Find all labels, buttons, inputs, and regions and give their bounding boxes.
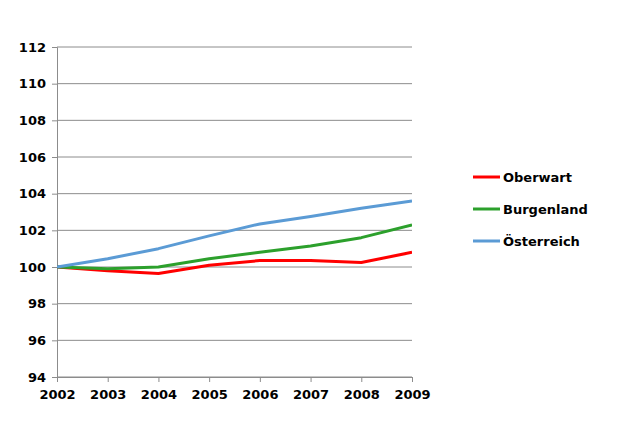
- y-axis: 94 96 98 100 102 104 106 108 110 112: [19, 40, 58, 385]
- y-tick-label: 102: [19, 223, 46, 238]
- y-tick-mark: [52, 340, 57, 341]
- grid-line: [57, 157, 412, 158]
- y-tick-mark: [52, 157, 57, 158]
- x-tick-mark: [108, 377, 109, 382]
- grid-line: [57, 47, 412, 48]
- grid-line: [57, 303, 412, 304]
- x-tick-label: 2002: [39, 387, 75, 402]
- y-tick-mark: [52, 84, 57, 85]
- y-tick-mark: [52, 47, 57, 48]
- lines: [57, 201, 412, 273]
- y-tick: 102: [19, 223, 57, 238]
- y-tick: 94: [28, 370, 57, 385]
- y-tick-label: 110: [19, 76, 46, 91]
- y-tick-mark: [52, 194, 57, 195]
- x-tick-mark: [361, 377, 362, 382]
- x-tick: 2007: [293, 377, 329, 402]
- y-tick: 100: [19, 260, 57, 275]
- x-axis-line: [58, 378, 413, 383]
- legend-swatch: [473, 208, 500, 211]
- grid-line: [57, 83, 412, 84]
- x-tick: 2003: [90, 377, 126, 402]
- x-tick-label: 2003: [90, 387, 126, 402]
- y-axis-line: [52, 48, 58, 378]
- series-line: [57, 201, 412, 267]
- y-tick-label: 100: [19, 260, 46, 275]
- x-tick-mark: [158, 377, 159, 382]
- y-tick: 112: [19, 40, 57, 55]
- x-tick: 2006: [242, 377, 278, 402]
- legend-swatch: [473, 240, 500, 243]
- x-tick: 2008: [344, 377, 380, 402]
- x-tick-label: 2004: [141, 387, 177, 402]
- legend-label: Oberwart: [503, 170, 572, 185]
- y-tick-mark: [52, 230, 57, 231]
- x-tick-label: 2009: [394, 387, 430, 402]
- x-tick-label: 2006: [242, 387, 278, 402]
- chart: 9496981001021041061081101122002200320042…: [0, 0, 631, 432]
- x-axis: 2002 2003 2004 2005 2006 2007 2008 2009: [39, 377, 430, 402]
- x-tick: 2005: [192, 377, 228, 402]
- x-tick-label: 2005: [192, 387, 228, 402]
- y-tick: 106: [19, 150, 57, 165]
- y-tick: 96: [28, 333, 57, 348]
- y-tick: 98: [28, 296, 57, 311]
- y-tick-label: 98: [28, 296, 46, 311]
- series-line: [57, 225, 412, 269]
- y-tick: 108: [19, 113, 57, 128]
- y-tick-label: 106: [19, 150, 46, 165]
- legend-swatch: [473, 176, 500, 179]
- x-tick-label: 2008: [344, 387, 380, 402]
- grid-line: [57, 120, 412, 121]
- y-tick-label: 96: [28, 333, 46, 348]
- x-tick-mark: [260, 377, 261, 382]
- y-tick: 110: [19, 76, 57, 91]
- x-tick-mark: [311, 377, 312, 382]
- y-tick: 104: [19, 186, 57, 201]
- x-tick-mark: [412, 377, 413, 382]
- grid-line: [57, 193, 412, 194]
- y-tick-mark: [52, 377, 57, 378]
- x-tick-mark: [209, 377, 210, 382]
- y-tick-label: 112: [19, 40, 46, 55]
- grid-line: [57, 340, 412, 341]
- y-tick-mark: [52, 120, 57, 121]
- x-tick-label: 2007: [293, 387, 329, 402]
- x-tick: 2009: [394, 377, 430, 402]
- y-tick-mark: [52, 304, 57, 305]
- legend: Oberwart Burgenland Österreich: [473, 170, 588, 249]
- y-tick-label: 104: [19, 186, 46, 201]
- x-tick: 2004: [141, 377, 177, 402]
- y-tick-mark: [52, 267, 57, 268]
- legend-label: Burgenland: [503, 202, 588, 217]
- y-tick-label: 108: [19, 113, 46, 128]
- y-tick-label: 94: [28, 370, 46, 385]
- legend-label: Österreich: [503, 234, 580, 249]
- x-tick-mark: [57, 377, 58, 382]
- x-tick: 2002: [39, 377, 75, 402]
- grid: [57, 47, 412, 377]
